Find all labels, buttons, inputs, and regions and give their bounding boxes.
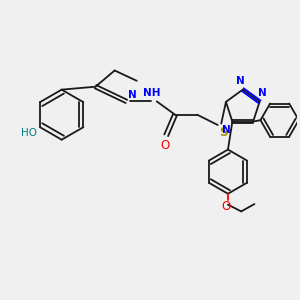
Text: HO: HO (21, 128, 37, 138)
Text: N: N (236, 76, 245, 86)
Text: NH: NH (143, 88, 160, 98)
Text: O: O (222, 200, 231, 213)
Text: O: O (160, 139, 169, 152)
Text: N: N (257, 88, 266, 98)
Text: N: N (128, 90, 137, 100)
Text: S: S (219, 126, 228, 140)
Text: N: N (222, 124, 231, 134)
